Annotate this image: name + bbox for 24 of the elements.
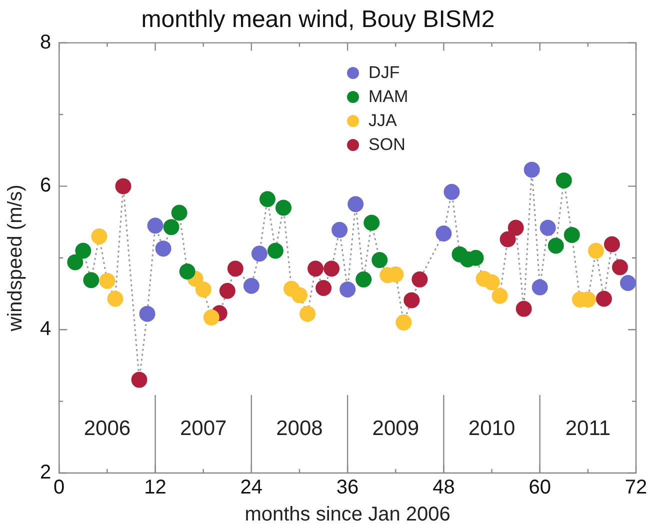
legend-label: DJF — [368, 62, 400, 84]
annotation: 2010 — [468, 416, 516, 440]
chart-title: monthly mean wind, Bouy BISM2 — [141, 6, 495, 34]
x-tick-label: 24 — [240, 476, 263, 499]
annotation: 2008 — [276, 416, 323, 440]
y-tick-label: 2 — [40, 462, 52, 484]
x-tick-label: 36 — [336, 476, 359, 499]
y-axis-title: windspeed (m/s) — [4, 184, 27, 332]
annotation: 2006 — [84, 416, 131, 440]
annotation: 2007 — [180, 416, 227, 440]
y-tick-label: 4 — [40, 318, 52, 340]
x-axis-title: months since Jan 2006 — [244, 504, 450, 526]
annotation: 2009 — [372, 416, 419, 440]
annotation: 2011 — [565, 416, 611, 440]
legend-label: JJA — [368, 110, 397, 132]
y-tick-label: 6 — [40, 174, 52, 197]
x-tick-label: 60 — [528, 476, 551, 499]
legend-label: SON — [368, 134, 406, 156]
y-tick-label: 8 — [40, 31, 52, 54]
x-tick-label: 12 — [144, 476, 166, 499]
x-tick-label: 0 — [54, 476, 65, 499]
x-tick-label: 48 — [432, 476, 455, 499]
x-tick-label: 72 — [624, 476, 648, 499]
legend-label: MAM — [368, 86, 408, 108]
